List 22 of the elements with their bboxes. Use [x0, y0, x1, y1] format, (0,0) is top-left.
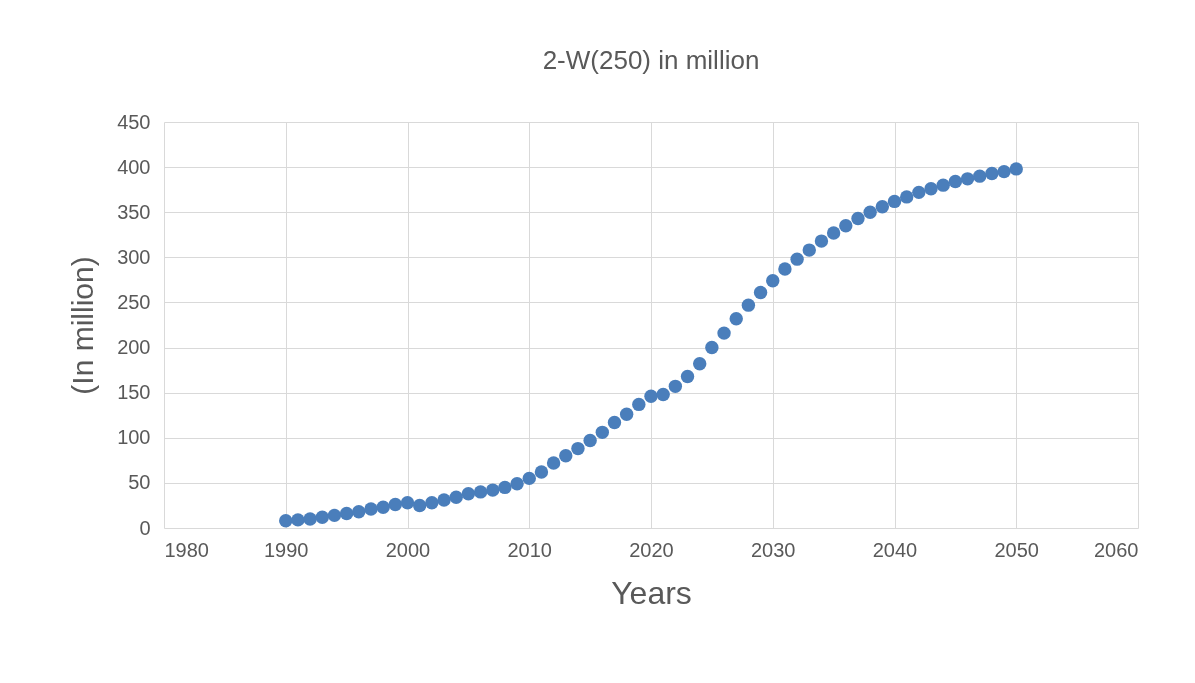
x-tick-label: 2060: [1094, 538, 1139, 561]
x-axis-title: Years: [611, 574, 692, 611]
y-tick-label: 400: [117, 155, 151, 178]
y-tick-label: 300: [117, 245, 151, 268]
x-tick-label: 2000: [385, 538, 431, 561]
y-tick-label: 350: [117, 200, 151, 223]
chart-title: 2-W(250) in million: [542, 45, 760, 75]
y-tick-label: 150: [117, 381, 151, 404]
x-tick-label: 2010: [507, 538, 552, 561]
x-tick-label: 2030: [751, 538, 796, 561]
x-tick-label: 1990: [264, 538, 309, 561]
y-axis-title: (In million): [66, 256, 100, 395]
y-tick-label: 450: [117, 110, 151, 133]
y-tick-label: 0: [139, 516, 151, 539]
y-tick-label: 50: [128, 471, 151, 494]
y-tick-label: 200: [117, 336, 151, 359]
x-tick-label: 1980: [164, 538, 209, 561]
x-tick-label: 2020: [629, 538, 674, 561]
y-tick-label: 250: [117, 290, 151, 313]
y-tick-label: 100: [117, 426, 151, 449]
x-tick-label: 2050: [994, 538, 1039, 561]
x-tick-label: 2040: [872, 538, 918, 561]
